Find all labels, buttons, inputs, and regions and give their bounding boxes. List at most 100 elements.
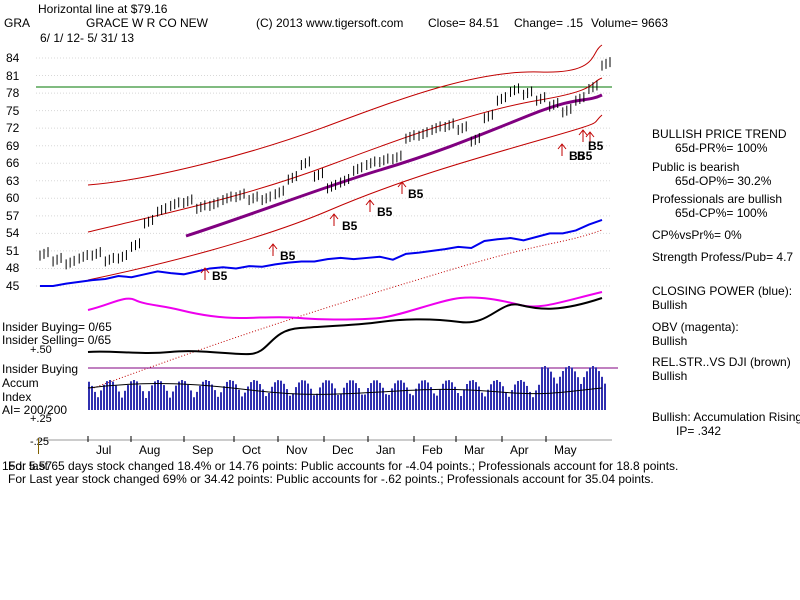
rel-strength-line	[87, 297, 603, 356]
close-value: Close= 84.51	[428, 16, 500, 30]
accum-bar	[109, 380, 111, 410]
accum-bar	[388, 394, 390, 410]
trend-title: BULLISH PRICE TREND	[652, 127, 787, 141]
accum-bar	[247, 386, 249, 410]
accum-bar	[370, 383, 372, 410]
accum-bar	[304, 380, 306, 410]
accum-bar	[235, 384, 237, 410]
buy-arrow-icon	[329, 213, 339, 226]
accum-bar	[337, 394, 339, 410]
accum-bar	[505, 392, 507, 410]
accum-bar	[457, 393, 459, 410]
accum-bar	[571, 367, 573, 410]
accum-bar	[469, 380, 471, 410]
accum-bar	[520, 380, 522, 410]
accum-bar	[151, 385, 153, 410]
accum-bar	[406, 387, 408, 410]
accum-bar	[277, 380, 279, 410]
x-tick-label: Jan	[376, 443, 396, 457]
plus-25-label: +.25	[30, 413, 52, 425]
accum-bar	[493, 380, 495, 410]
y-tick-label: 72	[6, 121, 20, 136]
rel-strength-title: REL.STR..VS DJI (brown)	[652, 355, 791, 369]
ticker: GRA	[4, 16, 31, 30]
accum-bar	[511, 390, 513, 410]
buy-arrow-icon	[365, 199, 375, 212]
accum-bar	[217, 396, 219, 410]
obv-value: Bullish	[652, 334, 688, 348]
accum-bar	[310, 388, 312, 410]
accum-bar	[112, 381, 114, 410]
accum-bar	[103, 384, 105, 410]
red-dotted-line	[87, 229, 603, 391]
closing-power-title: CLOSING POWER (blue):	[652, 284, 793, 298]
accum-bar	[487, 389, 489, 410]
accum-bar	[598, 371, 600, 410]
accum-bar	[523, 381, 525, 410]
accum-bar	[328, 380, 330, 410]
x-tick-label: Oct	[242, 443, 261, 457]
accum-bar	[169, 397, 171, 410]
b5-signal-label: B5	[577, 149, 593, 163]
y-tick-label: 48	[6, 261, 20, 276]
ai-label: AI= 200/200	[2, 403, 68, 417]
accum-bar	[541, 367, 543, 410]
accum-bar	[178, 381, 180, 410]
accum-bar	[97, 397, 99, 410]
x-tick-label: Mar	[464, 443, 485, 457]
company-name: GRACE W R CO NEW	[86, 16, 208, 30]
accum-bar	[265, 396, 267, 410]
insider-buying-count: Insider Buying= 0/65	[2, 320, 112, 334]
accum-bar	[157, 380, 159, 410]
plus-50-label: +.50	[30, 344, 52, 356]
accum-bar	[352, 380, 354, 410]
lower-band	[87, 114, 603, 281]
accum-bar	[577, 377, 579, 410]
accum-bar	[172, 391, 174, 410]
accum-bar	[334, 388, 336, 410]
b5-signal-label: B5	[588, 139, 604, 153]
accum-bar	[544, 366, 546, 410]
accum-bar	[346, 382, 348, 410]
accum-bar	[148, 391, 150, 410]
accum-bar	[358, 388, 360, 410]
footer-line-2: For Last year stock changed 69% or 34.42…	[8, 472, 654, 486]
accum-bar	[205, 380, 207, 410]
accumulation-title: Bullish: Accumulation Rising	[652, 410, 800, 424]
accum-bar	[313, 395, 315, 410]
date-range: 6/ 1/ 12- 5/ 31/ 13	[40, 31, 135, 45]
y-tick-label: 66	[6, 156, 20, 171]
accum-bar	[268, 392, 270, 410]
accum-bar	[94, 391, 96, 410]
accum-bar	[514, 384, 516, 410]
b5-signal-label: B5	[377, 205, 393, 219]
accum-bar	[196, 391, 198, 410]
closing-power-line	[40, 218, 603, 287]
accum-bar	[442, 383, 444, 410]
accum-bar	[106, 381, 108, 410]
accum-avg	[87, 383, 603, 395]
marker-tick	[38, 438, 39, 454]
accum-bar	[229, 380, 231, 410]
b5-signal-label: B5	[280, 249, 296, 263]
accum-bar	[394, 383, 396, 410]
index-label: Index	[2, 390, 32, 404]
accum-bar	[289, 395, 291, 410]
accum-bar	[460, 396, 462, 410]
accum-bar	[508, 396, 510, 410]
accum-bar	[472, 380, 474, 410]
accum-bar	[415, 388, 417, 410]
accum-bar	[130, 381, 132, 410]
accum-bar	[409, 393, 411, 410]
accum-bar	[592, 366, 594, 410]
accum-bar	[529, 391, 531, 410]
b5-signal-label: B5	[212, 269, 228, 283]
accum-bar	[226, 381, 228, 410]
accum-bar	[535, 390, 537, 410]
professionals-value: 65d-CP%= 100%	[675, 206, 768, 220]
accum-bar	[322, 382, 324, 410]
accum-bar	[397, 380, 399, 410]
accum-bar	[280, 380, 282, 410]
buy-arrow-icon	[557, 143, 567, 156]
accum-bar	[241, 396, 243, 410]
